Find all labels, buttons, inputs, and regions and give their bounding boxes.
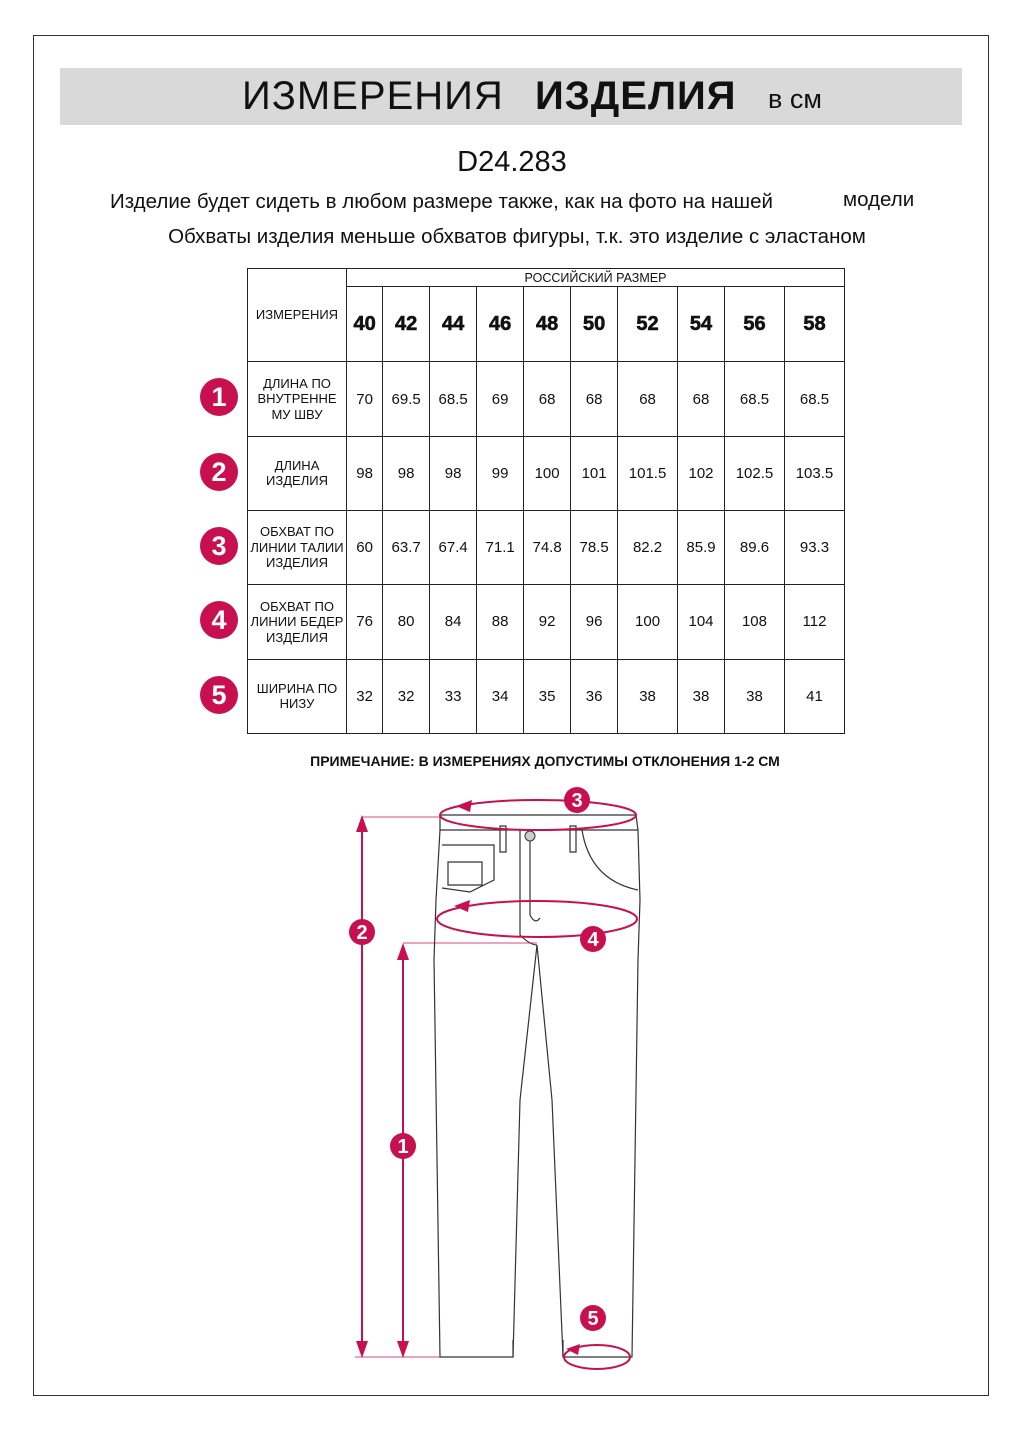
note-line-2: Обхваты изделия меньше обхватов фигуры, …	[168, 225, 866, 248]
value-cell: 38	[617, 658, 679, 735]
size-header-cell: 50	[570, 286, 619, 363]
size-table: ИЗМЕРЕНИЯ РОССИЙСКИЙ РАЗМЕР 40 42 44 46 48 50…	[247, 267, 846, 735]
value-cell: 68.5	[724, 361, 785, 437]
value-cell: 32	[345, 658, 384, 735]
button-icon	[524, 830, 536, 842]
title-bold: ИЗДЕЛИЯ	[535, 74, 737, 118]
value-cell: 98	[429, 435, 478, 512]
value-cell: 98	[382, 435, 431, 512]
svg-text:4: 4	[587, 929, 599, 951]
size-header-cell: 44	[429, 286, 478, 363]
table-row: ДЛИНА ИЗДЕЛИЯ 98 98 98 99 100 101 101.5 102 102.5…	[247, 435, 846, 512]
value-cell: 68	[570, 361, 619, 437]
value-cell: 76	[345, 584, 384, 660]
row-number-badge: 3	[200, 527, 238, 565]
size-header-cell: 42	[382, 286, 431, 363]
marker-badges: 1 2 3 4 5	[349, 787, 606, 1331]
pants-outline	[433, 814, 641, 1358]
table-row: ДЛИНА ПО ВНУТРЕННЕ МУ ШВУ 70 69.5 68.5 69 68 6…	[247, 361, 846, 437]
note-line-1-end: модели	[843, 188, 915, 211]
value-cell: 103.5	[783, 435, 846, 512]
value-cell: 71.1	[476, 510, 525, 586]
title-banner	[60, 68, 962, 125]
size-header-cell: 48	[523, 286, 572, 363]
value-cell: 68	[677, 361, 726, 437]
table-row: ШИРИНА ПО НИЗУ 32 32 33 34 35 36 38 38 38 41	[247, 658, 846, 735]
value-cell: 74.8	[523, 510, 572, 586]
note-line-1: Изделие будет сидеть в любом размере так…	[110, 190, 773, 213]
row-number-badge: 4	[200, 601, 238, 639]
value-cell: 100	[617, 584, 679, 660]
value-cell: 102.5	[724, 435, 785, 512]
value-cell: 68	[523, 361, 572, 437]
value-cell: 92	[523, 584, 572, 660]
size-header-cell: 56	[724, 286, 785, 363]
size-header-cell: 52	[617, 286, 679, 363]
row-label: ОБХВАТ ПО ЛИНИИ БЕДЕР ИЗДЕЛИЯ	[247, 584, 347, 660]
value-cell: 100	[523, 435, 572, 512]
article-code: D24.283	[457, 146, 567, 178]
title-regular: ИЗМЕРЕНИЯ	[242, 74, 504, 118]
value-cell: 85.9	[677, 510, 726, 586]
value-cell: 60	[345, 510, 384, 586]
svg-text:1: 1	[397, 1136, 408, 1158]
value-cell: 69	[476, 361, 525, 437]
row-number-badge: 5	[200, 676, 238, 714]
size-header-cell: 54	[677, 286, 726, 363]
arrow-heads	[356, 800, 580, 1358]
value-cell: 70	[345, 361, 384, 437]
size-header-cell: 40	[345, 286, 384, 363]
row-label: ОБХВАТ ПО ЛИНИИ ТАЛИИ ИЗДЕЛИЯ	[247, 510, 347, 586]
value-cell: 104	[677, 584, 726, 660]
value-cell: 41	[783, 658, 846, 735]
value-cell: 89.6	[724, 510, 785, 586]
value-cell: 82.2	[617, 510, 679, 586]
value-cell: 96	[570, 584, 619, 660]
table-row: ОБХВАТ ПО ЛИНИИ ТАЛИИ ИЗДЕЛИЯ 60 63.7 67.4 7…	[247, 510, 846, 586]
table-row: ОБХВАТ ПО ЛИНИИ БЕДЕР ИЗДЕЛИЯ 76 80 84 88 92 9…	[247, 584, 846, 660]
value-cell: 102	[677, 435, 726, 512]
svg-text:2: 2	[356, 922, 367, 944]
value-cell: 63.7	[382, 510, 431, 586]
svg-text:3: 3	[571, 790, 582, 812]
value-cell: 78.5	[570, 510, 619, 586]
row-label: ДЛИНА ИЗДЕЛИЯ	[247, 435, 347, 512]
value-cell: 33	[429, 658, 478, 735]
value-cell: 112	[783, 584, 846, 660]
value-cell: 101.5	[617, 435, 679, 512]
value-cell: 101	[570, 435, 619, 512]
value-cell: 98	[345, 435, 384, 512]
value-cell: 35	[523, 658, 572, 735]
value-cell: 68.5	[429, 361, 478, 437]
value-cell: 34	[476, 658, 525, 735]
value-cell: 88	[476, 584, 525, 660]
svg-text:5: 5	[587, 1308, 598, 1330]
value-cell: 36	[570, 658, 619, 735]
value-cell: 68.5	[783, 361, 846, 437]
value-cell: 80	[382, 584, 431, 660]
value-cell: 84	[429, 584, 478, 660]
row-label: ШИРИНА ПО НИЗУ	[247, 658, 347, 735]
value-cell: 38	[677, 658, 726, 735]
size-header-cell: 58	[783, 286, 846, 363]
measure-lines	[355, 799, 638, 1370]
row-label: ДЛИНА ПО ВНУТРЕННЕ МУ ШВУ	[247, 361, 347, 437]
footnote: ПРИМЕЧАНИЕ: В ИЗМЕРЕНИЯХ ДОПУСТИМЫ ОТКЛО…	[310, 753, 780, 769]
title-unit: в см	[768, 84, 822, 114]
row-number-badge: 2	[200, 453, 238, 491]
value-cell: 32	[382, 658, 431, 735]
page-border	[33, 35, 989, 1396]
value-cell: 38	[724, 658, 785, 735]
value-cell: 69.5	[382, 361, 431, 437]
row-number-badge: 1	[200, 378, 238, 416]
